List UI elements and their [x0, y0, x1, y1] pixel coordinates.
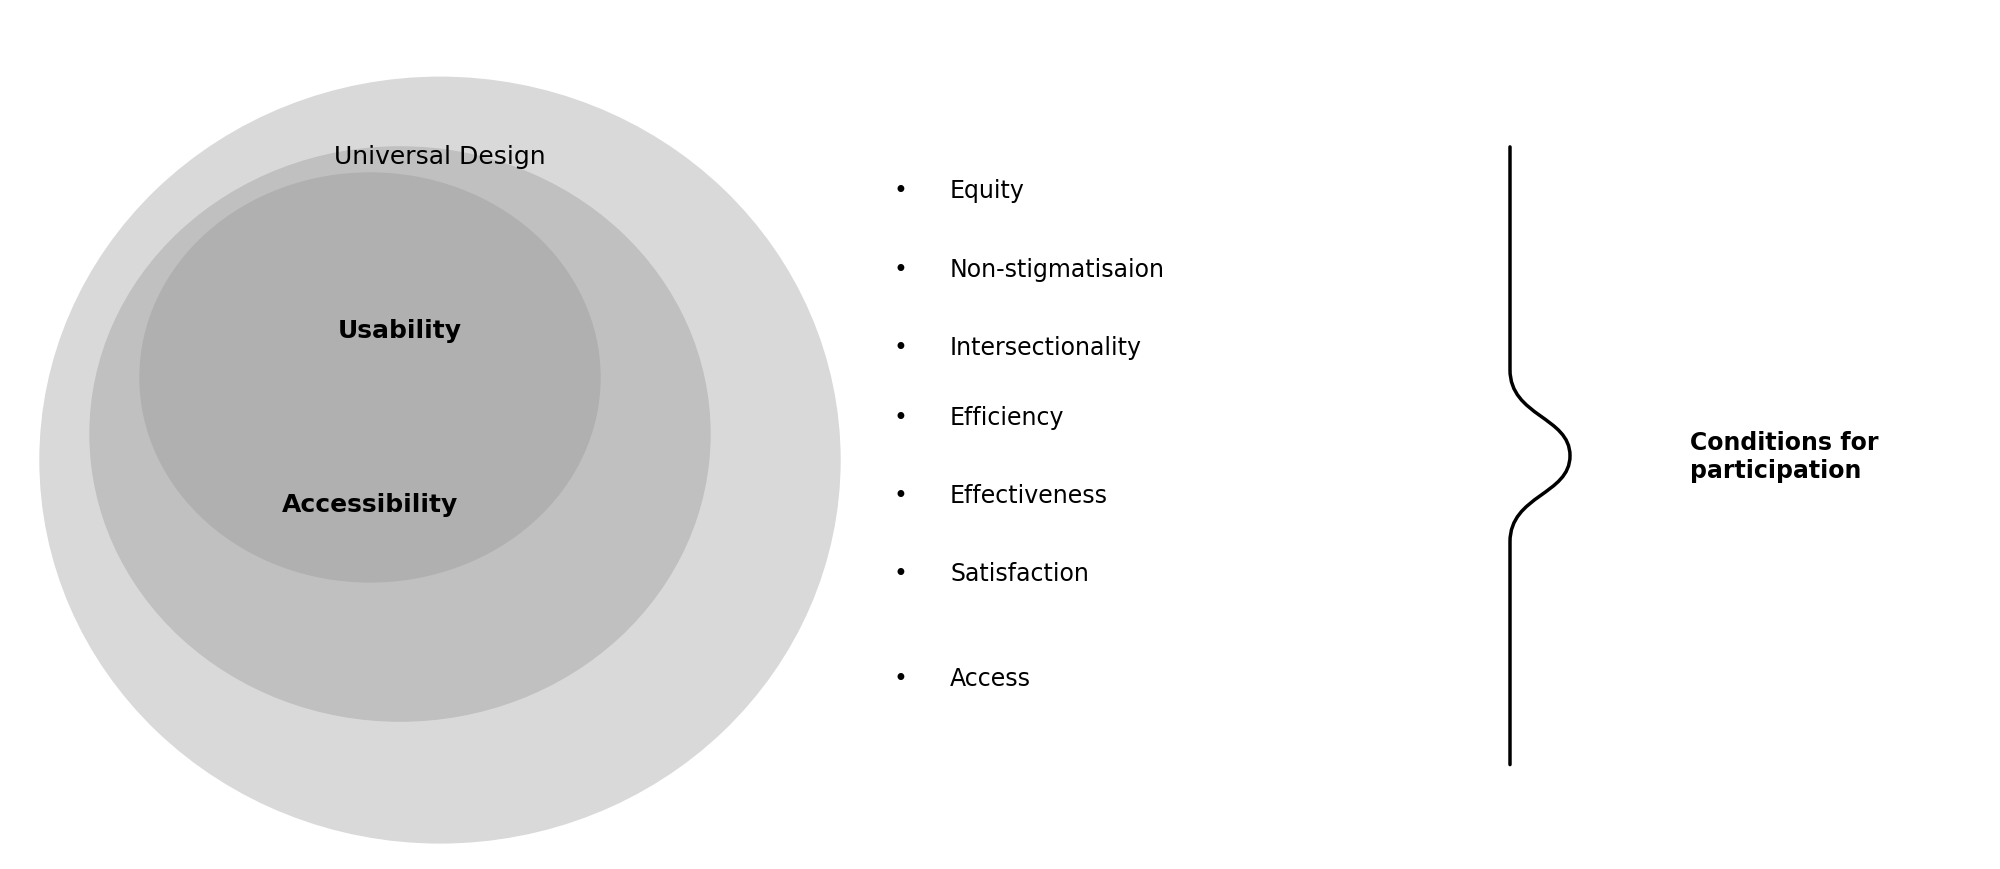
Text: •: •	[894, 405, 906, 429]
Text: •: •	[894, 561, 906, 586]
Text: •: •	[894, 483, 906, 507]
Text: Access: Access	[950, 666, 1032, 690]
Text: Equity: Equity	[950, 179, 1024, 203]
Ellipse shape	[90, 148, 710, 721]
Text: •: •	[894, 335, 906, 360]
Text: •: •	[894, 666, 906, 690]
Ellipse shape	[140, 174, 600, 582]
Text: Efficiency: Efficiency	[950, 405, 1064, 429]
Text: •: •	[894, 179, 906, 203]
Ellipse shape	[40, 78, 840, 843]
Text: Conditions for
participation: Conditions for participation	[1690, 430, 1878, 482]
Text: Non-stigmatisaion: Non-stigmatisaion	[950, 257, 1164, 282]
Text: Satisfaction: Satisfaction	[950, 561, 1088, 586]
Text: Usability: Usability	[338, 318, 462, 342]
Text: Intersectionality: Intersectionality	[950, 335, 1142, 360]
Text: Effectiveness: Effectiveness	[950, 483, 1108, 507]
Text: Universal Design: Universal Design	[334, 144, 546, 169]
Text: •: •	[894, 257, 906, 282]
Text: Accessibility: Accessibility	[282, 492, 458, 516]
